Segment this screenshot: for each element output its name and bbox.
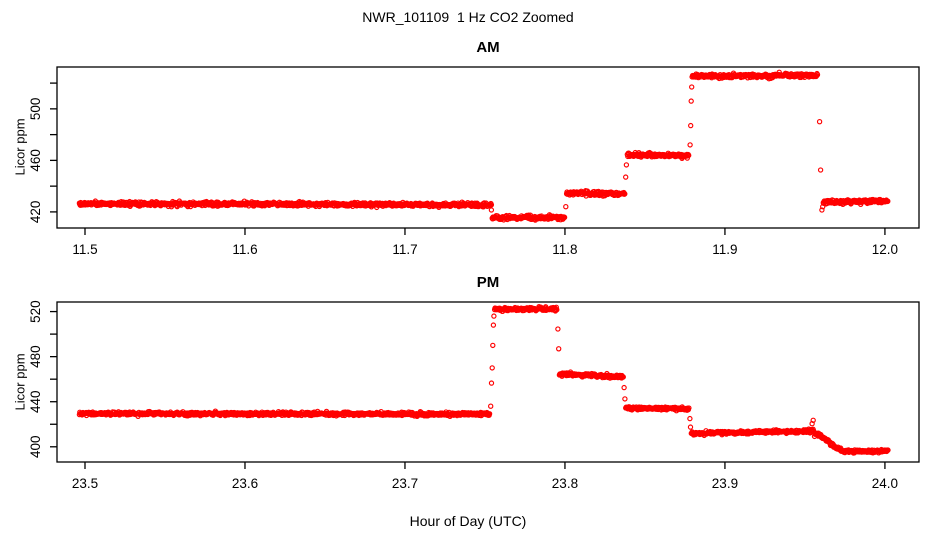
plot-box — [56, 66, 920, 229]
y-tick-label: 440 — [28, 390, 43, 413]
x-tick-label: 23.5 — [72, 476, 98, 491]
scatter-points-am — [76, 69, 891, 223]
scatter-points-pm — [76, 304, 891, 456]
x-tick-label: 24.0 — [872, 476, 898, 491]
y-tick-label: 480 — [28, 345, 43, 368]
y-tick-label: 400 — [28, 436, 43, 459]
x-tick-label: 12.0 — [872, 242, 898, 257]
y-tick-label: 420 — [28, 201, 43, 224]
panel-title-am: AM — [476, 39, 500, 56]
x-tick-label: 11.6 — [232, 242, 257, 257]
chart-title: NWR_101109 1 Hz CO2 Zoomed — [362, 9, 574, 25]
x-tick-label: 11.9 — [712, 242, 737, 257]
x-axis-label: Hour of Day (UTC) — [409, 513, 527, 529]
y-tick-label: 460 — [28, 149, 43, 172]
y-tick-label: 500 — [28, 98, 43, 121]
x-tick-label: 23.9 — [712, 476, 738, 491]
y-axis-label-am: Licor ppm — [12, 118, 28, 176]
x-tick-label: 11.5 — [72, 242, 97, 257]
x-tick-label: 23.7 — [392, 476, 418, 491]
x-tick-label: 11.8 — [552, 242, 577, 257]
y-axis-label-pm: Licor ppm — [12, 353, 28, 411]
x-tick-label: 23.8 — [552, 476, 578, 491]
x-tick-label: 11.7 — [392, 242, 417, 257]
panel-pm: 23.5 23.6 23.7 23.8 23.9 24.0 400 440 480 520 — [28, 300, 920, 491]
panel-title-pm: PM — [476, 274, 500, 291]
panel-am: 11.5 11.6 11.7 11.8 11.9 12.0 420 460 500 — [28, 66, 920, 257]
plot-box — [56, 301, 920, 463]
x-tick-label: 23.6 — [232, 476, 258, 491]
y-tick-label: 520 — [28, 300, 43, 323]
